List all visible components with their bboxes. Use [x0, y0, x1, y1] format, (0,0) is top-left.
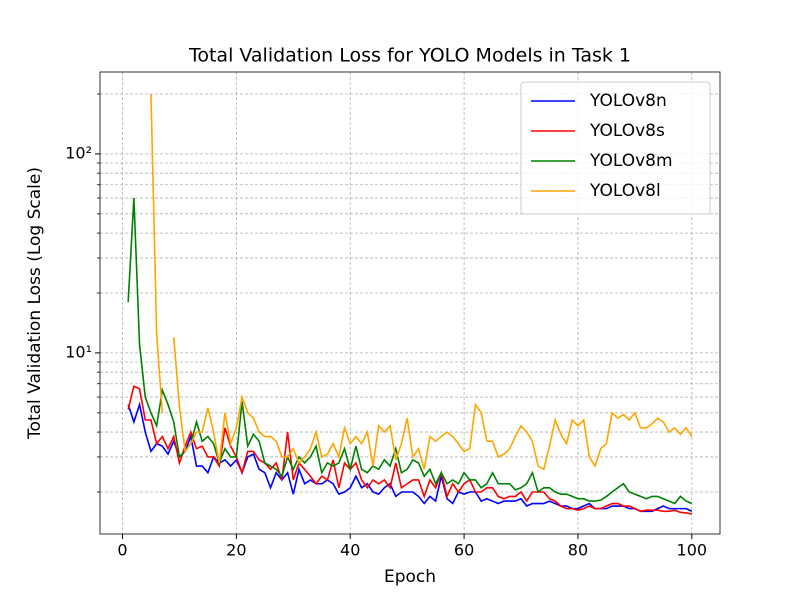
x-tick-label: 0: [117, 541, 127, 560]
chart-title: Total Validation Loss for YOLO Models in…: [188, 45, 631, 67]
legend-label: YOLOv8s: [589, 121, 665, 141]
x-tick-label: 80: [568, 541, 588, 560]
y-tick-label: 10¹: [65, 342, 92, 361]
series-line: [172, 337, 693, 471]
x-tick-label: 60: [454, 541, 474, 560]
x-axis-label: Epoch: [384, 567, 436, 587]
series-line: [127, 385, 692, 515]
series-line: [127, 198, 693, 505]
legend-label: YOLOv8n: [589, 91, 667, 111]
y-axis-label: Total Validation Loss (Log Scale): [25, 167, 45, 440]
x-tick-label: 40: [340, 541, 360, 560]
x-tick-label: 100: [677, 541, 708, 560]
y-tick-label: 10²: [65, 143, 92, 162]
series-line: [150, 93, 164, 413]
legend-label: YOLOv8l: [589, 181, 661, 201]
legend-label: YOLOv8m: [589, 151, 673, 171]
x-tick-label: 20: [226, 541, 246, 560]
plot-frame: [99, 71, 721, 535]
legend-box: [520, 81, 711, 215]
